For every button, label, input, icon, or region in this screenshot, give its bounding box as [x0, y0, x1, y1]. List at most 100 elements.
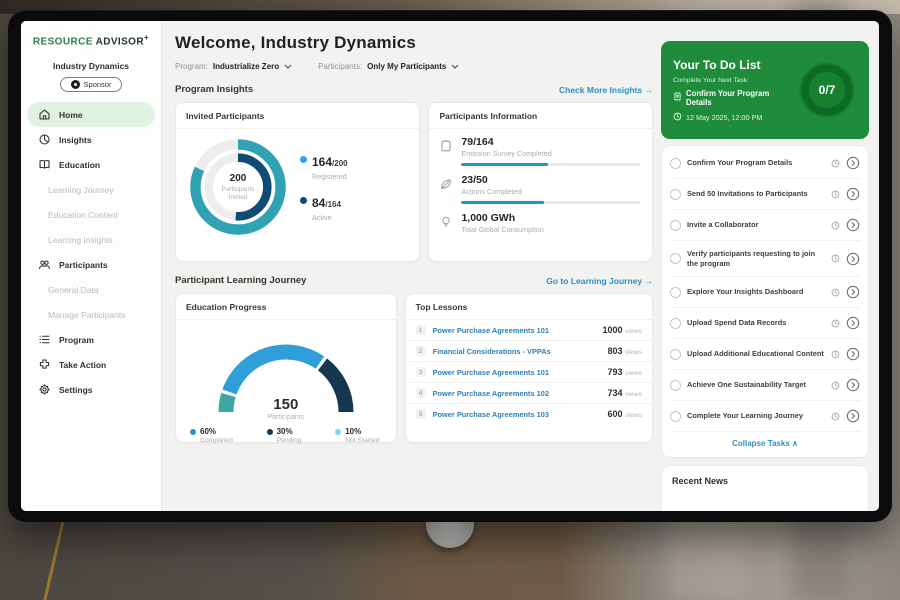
program-insights-header: Program Insights Check More Insights →: [175, 84, 653, 95]
sidebar-item-learning-insights[interactable]: Learning Insights: [21, 227, 161, 252]
todo-item[interactable]: Confirm Your Program Details: [670, 148, 860, 179]
lesson-link[interactable]: Power Purchase Agreements 101: [433, 326, 596, 335]
education-gauge-chart: 150 Participants: [191, 326, 381, 421]
lesson-row[interactable]: 4 Power Purchase Agreements 102 734 view…: [406, 383, 652, 404]
chevron-right-icon[interactable]: [846, 378, 860, 392]
checkbox-circle-icon[interactable]: [670, 220, 681, 231]
learning-journey-header: Participant Learning Journey Go to Learn…: [175, 275, 653, 286]
sidebar-nav: Home Insights Education Learning Journey…: [21, 102, 161, 402]
go-to-learning-journey-label: Go to Learning Journey: [546, 276, 642, 286]
chevron-up-icon: ∧: [792, 439, 798, 448]
metric-label: Total Global Consumption: [461, 225, 543, 234]
lesson-row[interactable]: 2 Financial Considerations - VPPAs 803 v…: [406, 341, 652, 362]
todo-item[interactable]: Send 50 Invitations to Participants: [670, 179, 860, 210]
sidebar-item-label: Take Action: [59, 360, 106, 370]
legend-registered: 164/200 Registered: [300, 153, 348, 181]
clock-icon: [831, 190, 840, 199]
logo-resource: RESOURCE: [33, 36, 93, 47]
sidebar-item-label: Education Content: [48, 210, 118, 220]
chevron-right-icon[interactable]: [846, 285, 860, 299]
active-dot-icon: [300, 197, 307, 204]
sidebar-item-program[interactable]: Program: [21, 327, 161, 352]
chevron-right-icon[interactable]: [846, 252, 860, 266]
main-content: Welcome, Industry Dynamics Program: Indu…: [162, 21, 661, 511]
chevron-right-icon[interactable]: [846, 156, 860, 170]
emission-progress-bar: [461, 163, 640, 166]
chevron-right-icon[interactable]: [846, 316, 860, 330]
lesson-views: 803: [607, 346, 622, 356]
chevron-right-icon[interactable]: [846, 187, 860, 201]
checkbox-circle-icon[interactable]: [670, 253, 681, 264]
lesson-row[interactable]: 3 Power Purchase Agreements 101 793 view…: [406, 362, 652, 383]
recent-news-card: Recent News: [661, 465, 869, 511]
checkbox-circle-icon[interactable]: [670, 349, 681, 360]
chevron-down-icon[interactable]: [451, 62, 459, 71]
sidebar-item-manage-participants[interactable]: Manage Participants: [21, 302, 161, 327]
participants-filter-label: Participants:: [318, 62, 362, 71]
lesson-link[interactable]: Financial Considerations - VPPAs: [433, 347, 601, 356]
lesson-link[interactable]: Power Purchase Agreements 103: [433, 410, 601, 419]
chevron-right-icon[interactable]: [846, 409, 860, 423]
lesson-link[interactable]: Power Purchase Agreements 101: [433, 368, 601, 377]
sidebar-item-education[interactable]: Education: [21, 152, 161, 177]
participants-filter[interactable]: Participants: Only My Participants: [318, 62, 459, 71]
pending-dot-icon: [267, 429, 273, 435]
sidebar-item-label: Participants: [59, 260, 108, 270]
sidebar-item-participants[interactable]: Participants: [21, 252, 161, 277]
todo-item[interactable]: Upload Additional Educational Content: [670, 339, 860, 370]
chevron-down-icon[interactable]: [284, 62, 292, 71]
legend-label: Completed: [200, 437, 233, 444]
participants-information-card: Participants Information 79/164 Emission…: [428, 102, 653, 262]
arrow-right-icon: →: [645, 276, 654, 286]
sidebar-item-settings[interactable]: Settings: [21, 377, 161, 402]
donut-center-label: Participants Invited: [222, 186, 255, 202]
check-more-insights-label: Check More Insights: [559, 85, 642, 95]
todo-item[interactable]: Upload Spend Data Records: [670, 308, 860, 339]
sidebar-item-insights[interactable]: Insights: [21, 127, 161, 152]
checkbox-circle-icon[interactable]: [670, 380, 681, 391]
lesson-views: 734: [607, 388, 622, 398]
participants-filter-value: Only My Participants: [367, 62, 446, 71]
views-label: views: [625, 349, 642, 356]
checkbox-circle-icon[interactable]: [670, 287, 681, 298]
chevron-right-icon[interactable]: [846, 218, 860, 232]
program-filter[interactable]: Program: Industrialize Zero: [175, 62, 292, 71]
sidebar-item-home[interactable]: Home: [27, 102, 155, 127]
checkbox-circle-icon[interactable]: [670, 158, 681, 169]
todo-item[interactable]: Explore Your Insights Dashboard: [670, 277, 860, 308]
metric-value: 23/50: [461, 174, 521, 186]
todo-item-label: Upload Additional Educational Content: [687, 349, 825, 359]
sidebar-item-general-data[interactable]: General Data: [21, 277, 161, 302]
todo-item-label: Upload Spend Data Records: [687, 318, 825, 328]
sidebar-item-learning-journey[interactable]: Learning Journey: [21, 177, 161, 202]
invited-participants-card: Invited Participants 200 Participant: [175, 102, 420, 262]
dashboard-screen: RESOURCE ADVISOR+ Industry Dynamics Spon…: [21, 21, 879, 511]
registered-dot-icon: [300, 156, 307, 163]
not-started-dot-icon: [335, 429, 341, 435]
checkbox-circle-icon[interactable]: [670, 318, 681, 329]
metric-label: Emission Survey Completed: [461, 149, 551, 158]
views-label: views: [625, 370, 642, 377]
clock-icon: [831, 221, 840, 230]
checkbox-circle-icon[interactable]: [670, 411, 681, 422]
chevron-right-icon[interactable]: [846, 347, 860, 361]
gear-icon: [38, 383, 51, 396]
lesson-row[interactable]: 1 Power Purchase Agreements 101 1000 vie…: [406, 320, 652, 341]
todo-item[interactable]: Achieve One Sustainability Target: [670, 370, 860, 401]
legend-pending: 30% Pending: [267, 427, 302, 444]
check-more-insights-link[interactable]: Check More Insights →: [559, 85, 653, 95]
todo-item[interactable]: Complete Your Learning Journey: [670, 401, 860, 432]
collapse-tasks-link[interactable]: Collapse Tasks ∧: [670, 432, 860, 453]
lesson-link[interactable]: Power Purchase Agreements 102: [433, 389, 601, 398]
legend-value: 30%: [277, 427, 302, 436]
checkbox-circle-icon[interactable]: [670, 189, 681, 200]
todo-item-label: Explore Your Insights Dashboard: [687, 287, 825, 297]
sidebar-item-education-content[interactable]: Education Content: [21, 202, 161, 227]
survey-icon: [439, 139, 453, 153]
sidebar-item-take-action[interactable]: Take Action: [21, 352, 161, 377]
lesson-row[interactable]: 5 Power Purchase Agreements 103 600 view…: [406, 404, 652, 424]
go-to-learning-journey-link[interactable]: Go to Learning Journey →: [546, 276, 653, 286]
todo-item[interactable]: Invite a Collaborator: [670, 210, 860, 241]
todo-item[interactable]: Verify participants requesting to join t…: [670, 241, 860, 277]
filters-row: Program: Industrialize Zero Participants…: [175, 62, 653, 71]
